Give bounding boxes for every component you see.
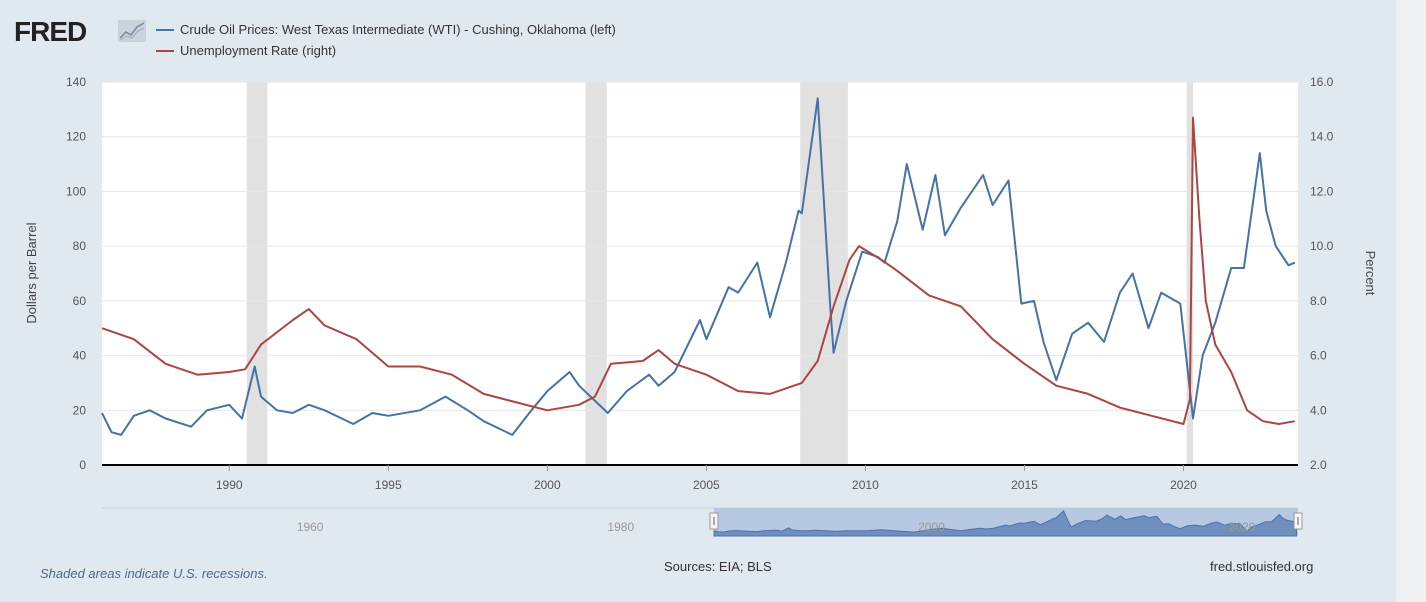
left-tick-label: 0 (79, 458, 86, 472)
fred-logo[interactable]: FRED (14, 16, 87, 47)
navigator-tick-label: 1960 (297, 520, 324, 534)
navigator-tick-label: 1980 (607, 520, 634, 534)
right-tick-label: 6.0 (1310, 349, 1327, 363)
legend-label-oil: Crude Oil Prices: West Texas Intermediat… (180, 22, 616, 37)
chart-svg: Dollars per Barrel Percent 0 20 40 60 80 100 1… (24, 75, 1378, 537)
sources: Sources: EIA; BLS (664, 559, 772, 574)
left-tick-label: 20 (73, 403, 87, 417)
right-tick-label: 4.0 (1310, 403, 1327, 417)
right-tick-label: 16.0 (1310, 75, 1334, 89)
recession-note: Shaded areas indicate U.S. recessions. (40, 566, 268, 581)
navigator-tick-label: 2020 (1229, 520, 1256, 534)
oil-price-line (101, 97, 1296, 436)
left-tick-label: 120 (66, 130, 86, 144)
left-tick-label: 40 (73, 349, 87, 363)
x-tick-label: 2000 (534, 478, 561, 492)
recession-band (800, 82, 848, 465)
graph-icon (118, 20, 146, 42)
left-tick-label: 140 (66, 75, 86, 89)
right-tick-label: 10.0 (1310, 239, 1334, 253)
oil-swatch (156, 28, 174, 31)
right-tick-label: 12.0 (1310, 184, 1334, 198)
plot-area (102, 82, 1298, 465)
legend-label-unemployment: Unemployment Rate (right) (180, 43, 337, 58)
legend-item-unemployment[interactable]: Unemployment Rate (right) (156, 43, 336, 58)
left-tick-label: 60 (73, 294, 87, 308)
x-tick-label: 2015 (1011, 478, 1038, 492)
right-tick-label: 2.0 (1310, 458, 1327, 472)
navigator-tick-label: 2000 (918, 520, 945, 534)
right-tick-label: 14.0 (1310, 130, 1334, 144)
navigator-series (713, 510, 1297, 537)
x-tick-label: 1990 (216, 478, 243, 492)
left-tick-label: 100 (66, 184, 86, 198)
legend-item-oil[interactable]: Crude Oil Prices: West Texas Intermediat… (156, 22, 616, 37)
right-tick-label: 8.0 (1310, 294, 1327, 308)
x-tick-label: 1995 (375, 478, 402, 492)
x-tick-label: 2020 (1170, 478, 1197, 492)
scrollbar[interactable] (1396, 0, 1426, 602)
recession-band (1186, 82, 1194, 465)
left-axis-label: Dollars per Barrel (24, 222, 39, 323)
right-axis-label: Percent (1363, 251, 1378, 296)
unemployment-line (101, 116, 1295, 425)
recession-band (246, 82, 268, 465)
x-tick-label: 2005 (693, 478, 720, 492)
fred-url[interactable]: fred.stlouisfed.org (1210, 559, 1314, 574)
x-tick-label: 2010 (852, 478, 879, 492)
left-tick-label: 80 (73, 239, 87, 253)
unemployment-swatch (156, 49, 174, 52)
recession-band (585, 82, 607, 465)
